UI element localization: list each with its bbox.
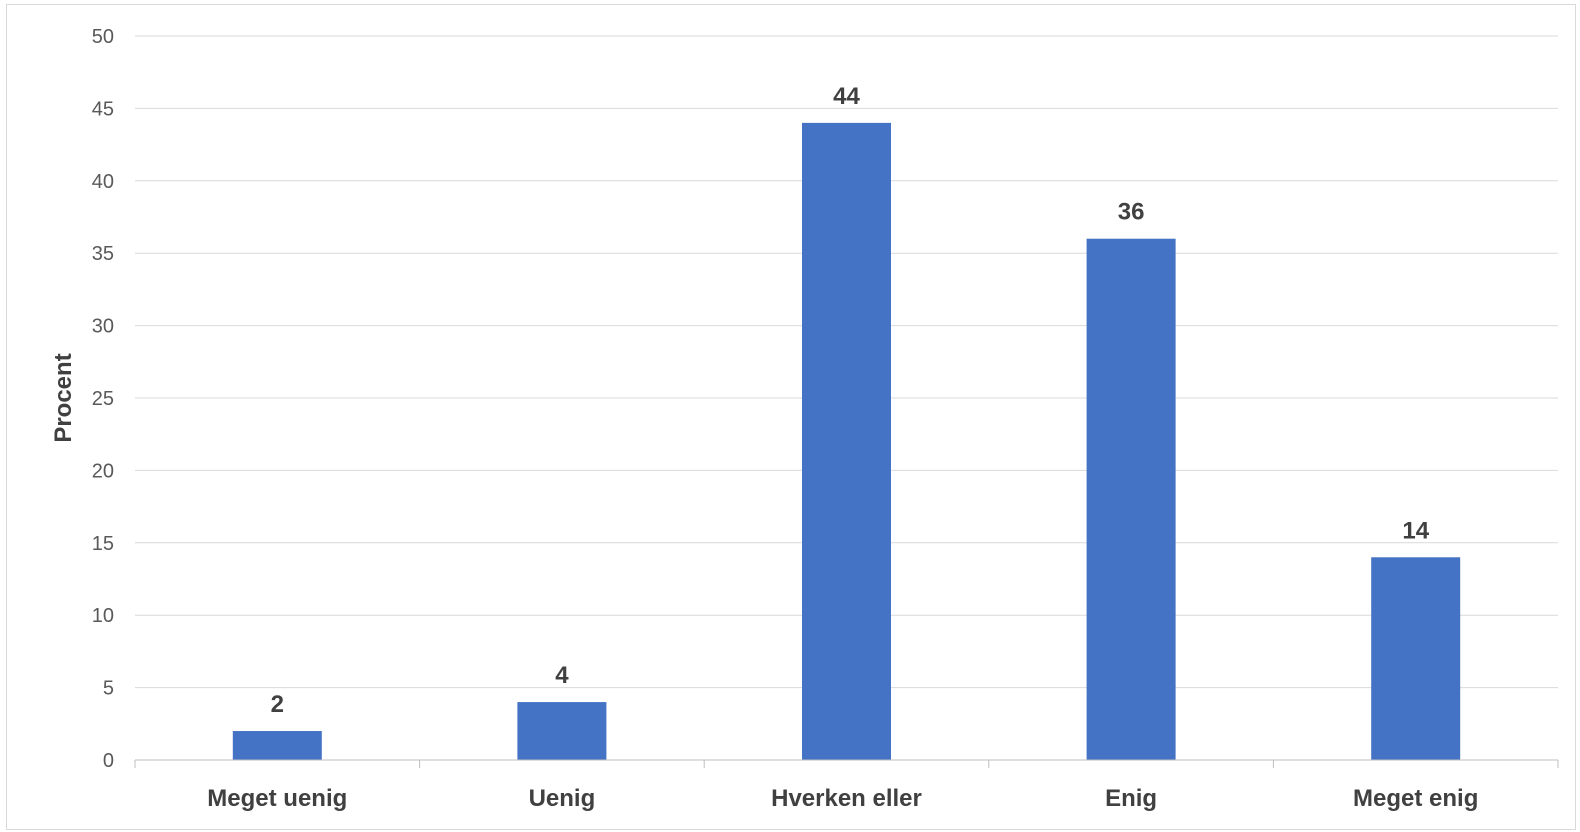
data-label: 14 bbox=[1402, 517, 1429, 544]
x-axis: Meget uenig Uenig Hverken eller Enig Meget e… bbox=[134, 759, 1559, 812]
data-label: 2 bbox=[271, 691, 284, 718]
y-tick-label: 10 bbox=[92, 605, 114, 627]
y-tick-label: 40 bbox=[92, 171, 114, 193]
x-category-label: Meget enig bbox=[1353, 785, 1478, 812]
bar bbox=[802, 122, 891, 760]
x-category-label: Enig bbox=[1105, 785, 1157, 812]
x-category-label: Hverken eller bbox=[771, 785, 922, 812]
bars bbox=[232, 122, 1461, 761]
data-label: 4 bbox=[555, 662, 569, 689]
gridlines bbox=[135, 35, 1558, 689]
x-category-label: Meget uenig bbox=[207, 785, 347, 812]
bar bbox=[1371, 557, 1461, 760]
y-tick-label: 20 bbox=[92, 460, 114, 482]
y-tick-label: 15 bbox=[92, 533, 114, 555]
bar bbox=[232, 731, 322, 760]
y-axis-title: Procent bbox=[50, 353, 77, 442]
y-tick-label: 30 bbox=[92, 316, 114, 338]
data-label: 44 bbox=[833, 83, 860, 110]
data-label: 36 bbox=[1118, 199, 1145, 226]
bar bbox=[1086, 238, 1176, 761]
bar bbox=[517, 702, 607, 760]
x-category-label: Uenig bbox=[529, 785, 596, 812]
y-tick-label: 50 bbox=[92, 26, 114, 48]
y-tick-label: 45 bbox=[92, 98, 114, 120]
y-tick-label: 0 bbox=[103, 750, 114, 772]
y-tick-label: 35 bbox=[92, 243, 114, 265]
chart-frame bbox=[6, 4, 1576, 830]
y-tick-label: 25 bbox=[92, 388, 114, 410]
y-tick-label: 5 bbox=[103, 678, 114, 700]
y-axis-ticks: 0 5 10 15 20 25 30 35 40 45 50 bbox=[92, 26, 114, 772]
